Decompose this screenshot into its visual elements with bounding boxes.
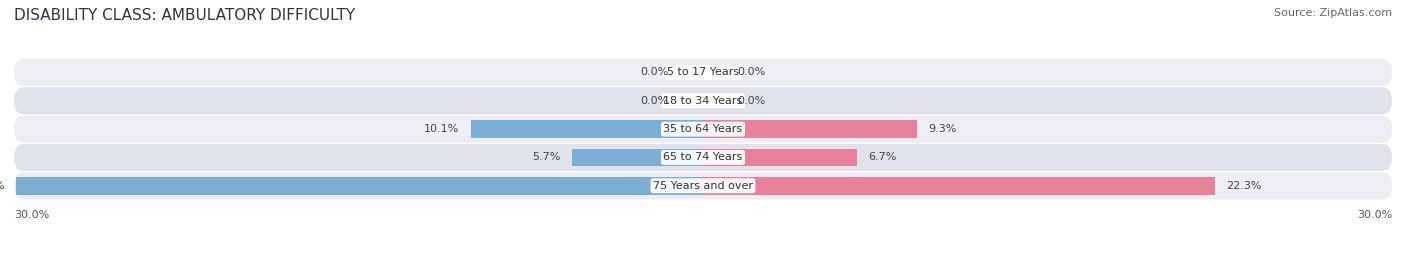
- Text: 0.0%: 0.0%: [738, 96, 766, 106]
- FancyBboxPatch shape: [14, 115, 1392, 143]
- Text: 75 Years and over: 75 Years and over: [652, 181, 754, 191]
- FancyBboxPatch shape: [14, 172, 1392, 199]
- Bar: [17, 177, 703, 194]
- Text: 65 to 74 Years: 65 to 74 Years: [664, 153, 742, 162]
- FancyBboxPatch shape: [14, 144, 1392, 171]
- Text: 6.7%: 6.7%: [869, 153, 897, 162]
- Bar: [471, 120, 703, 138]
- Bar: [572, 149, 703, 166]
- Text: 29.9%: 29.9%: [0, 181, 4, 191]
- Text: 18 to 34 Years: 18 to 34 Years: [664, 96, 742, 106]
- Text: 30.0%: 30.0%: [1357, 210, 1392, 220]
- Text: 5.7%: 5.7%: [533, 153, 561, 162]
- Text: 9.3%: 9.3%: [928, 124, 956, 134]
- Text: 0.0%: 0.0%: [640, 96, 669, 106]
- Text: 5 to 17 Years: 5 to 17 Years: [666, 68, 740, 77]
- Legend: Male, Female: Male, Female: [636, 264, 770, 269]
- Text: Source: ZipAtlas.com: Source: ZipAtlas.com: [1274, 8, 1392, 18]
- Text: 0.0%: 0.0%: [640, 68, 669, 77]
- Bar: [703, 149, 856, 166]
- FancyBboxPatch shape: [14, 87, 1392, 114]
- Text: 30.0%: 30.0%: [14, 210, 49, 220]
- Text: 35 to 64 Years: 35 to 64 Years: [664, 124, 742, 134]
- Text: DISABILITY CLASS: AMBULATORY DIFFICULTY: DISABILITY CLASS: AMBULATORY DIFFICULTY: [14, 8, 356, 23]
- Bar: [703, 120, 917, 138]
- Text: 10.1%: 10.1%: [425, 124, 460, 134]
- Bar: [703, 177, 1215, 194]
- Text: 22.3%: 22.3%: [1226, 181, 1263, 191]
- FancyBboxPatch shape: [14, 59, 1392, 86]
- Text: 0.0%: 0.0%: [738, 68, 766, 77]
